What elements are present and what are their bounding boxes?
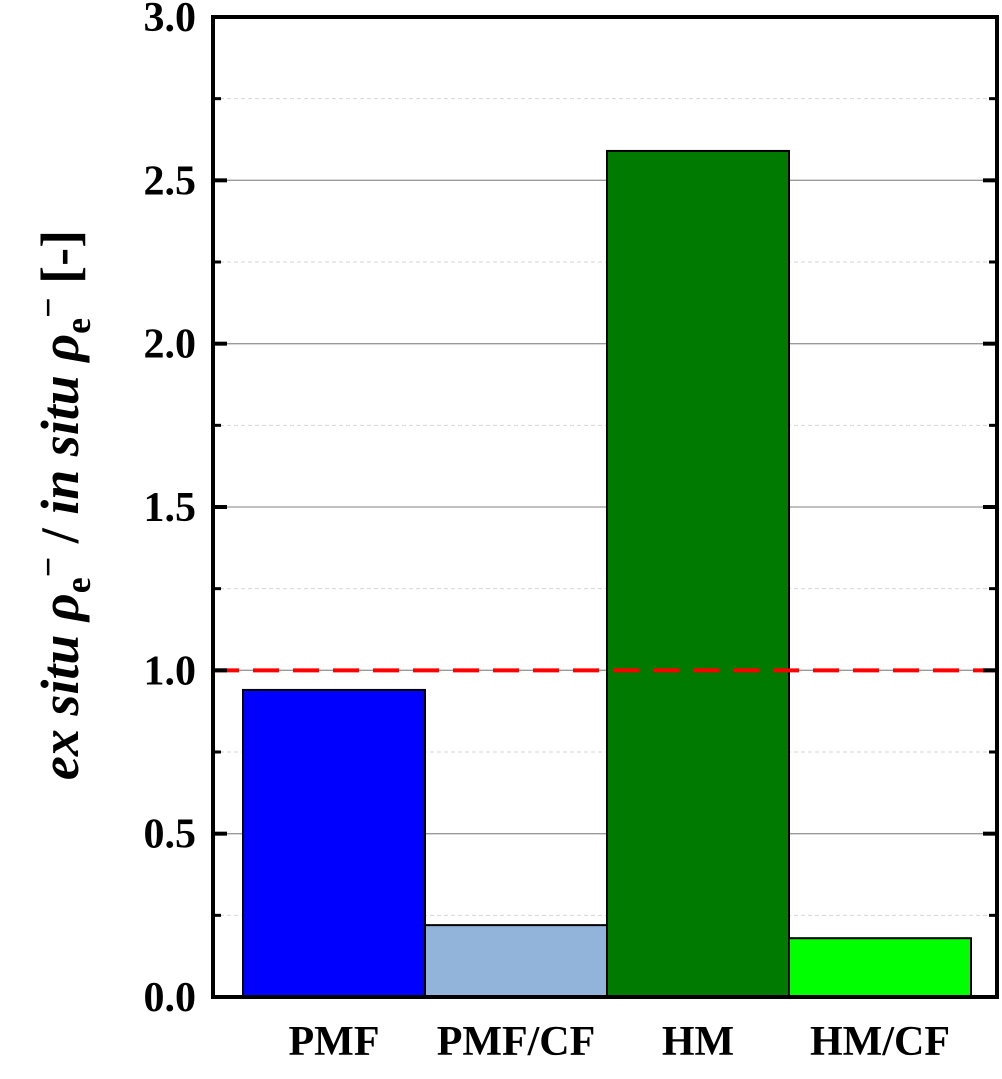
x-category-label: PMF/CF [437,1019,596,1065]
y-title-sub-1: e [58,577,98,593]
y-tick-label: 0.5 [144,812,197,858]
bar-pmf [242,688,426,999]
y-tick-label: 2.0 [144,322,197,368]
bar-hm [606,149,790,998]
bars [242,149,972,999]
x-category-labels: PMF PMF/CF HM HM/CF [289,1019,950,1065]
y-tick-labels: 0.0 0.5 1.0 1.5 2.0 2.5 3.0 [144,0,197,1021]
y-title-sup-1: − [28,557,68,578]
y-title-rho-2: ρ [30,334,90,364]
y-title-sub-2: e [58,318,98,334]
y-title-unit: [-] [30,230,90,284]
y-title-slash: / [30,515,90,557]
y-tick-label: 0.0 [144,975,197,1021]
y-tick-label: 2.5 [144,158,197,204]
x-category-label: PMF [289,1019,380,1065]
y-tick-label: 1.0 [144,648,197,694]
y-title-ex-situ: ex situ [30,635,90,781]
bar-hm-cf [788,937,972,999]
y-title-rho-1: ρ [30,593,90,623]
axis-ticks [213,15,997,999]
y-title-in-situ: in situ [30,375,90,515]
y-axis-title: ex situ ρe− / in situ ρe− [-] [28,230,98,780]
y-tick-label: 1.5 [144,485,197,531]
bar-pmf-cf [424,924,608,999]
x-category-label: HM/CF [810,1019,950,1065]
y-title-sup-2: − [28,297,68,318]
x-category-label: HM [662,1019,734,1065]
y-tick-label: 3.0 [144,0,197,41]
